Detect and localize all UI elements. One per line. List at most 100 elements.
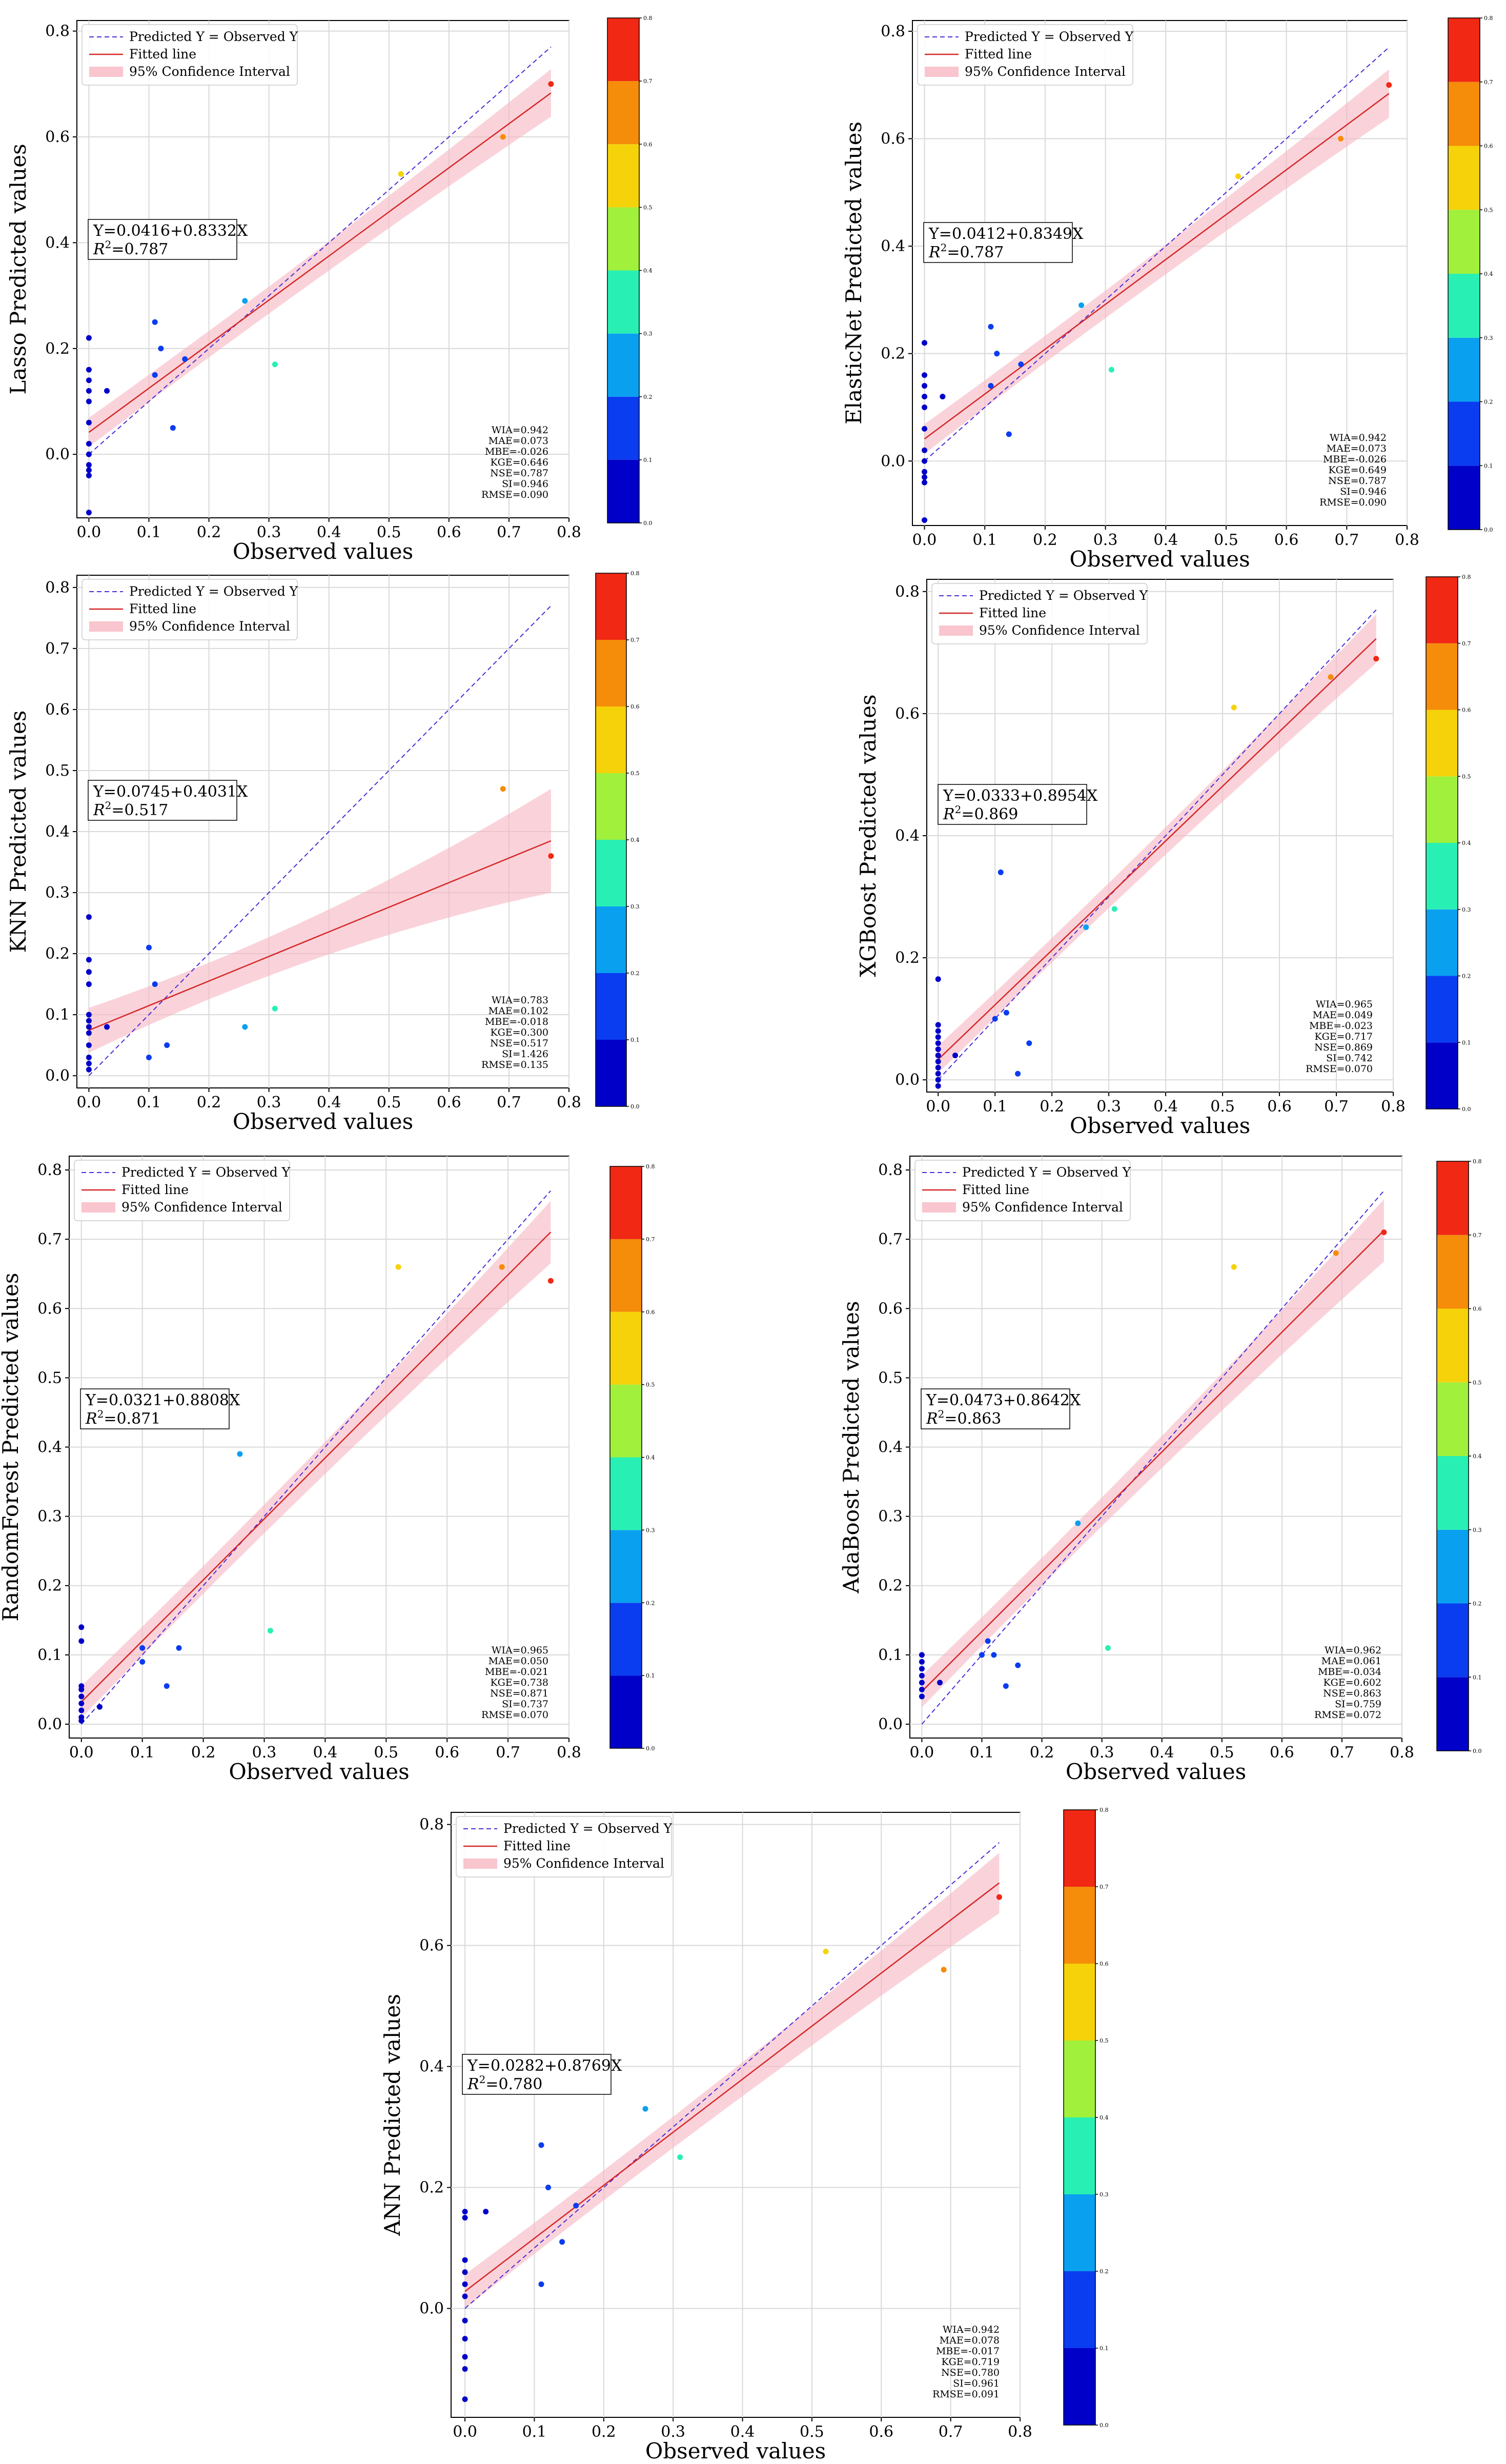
- data-point: [919, 1659, 925, 1665]
- x-tick-label: 0.8: [557, 1744, 581, 1762]
- x-tick-label: 0.0: [453, 2423, 477, 2441]
- legend-ci-label: 95% Confidence Interval: [965, 64, 1126, 79]
- x-tick-label: 0.7: [1330, 1744, 1354, 1762]
- colorbar-segment: [1437, 1603, 1469, 1678]
- data-point: [922, 458, 928, 464]
- colorbar-tick-label: 0.8: [1484, 15, 1493, 22]
- chart-panel-randomforest: 0.0 0.1 0.2 0.3 0.4 0.5 0.6 0.7 0.8 0.0 0.1 0.2 0.3 0…: [0, 1156, 655, 1784]
- legend-ci-label: 95% Confidence Interval: [129, 619, 290, 634]
- data-point: [935, 1022, 941, 1028]
- data-point: [78, 1693, 85, 1700]
- colorbar-segment: [1437, 1382, 1469, 1456]
- metric-text: NSE=0.787: [1328, 475, 1387, 487]
- legend-ci-swatch: [925, 67, 959, 77]
- data-point: [78, 1714, 85, 1720]
- legend-box: [82, 24, 298, 86]
- data-point: [935, 1040, 941, 1046]
- r2-value: =0.863: [944, 1410, 1001, 1428]
- data-point: [922, 447, 928, 453]
- confidence-band: [465, 1852, 1000, 2309]
- data-point: [86, 388, 92, 394]
- legend-box: [456, 1816, 672, 1877]
- data-point: [941, 1967, 947, 1973]
- legend-ci-swatch: [82, 1202, 115, 1213]
- data-point: [242, 1024, 248, 1030]
- metric-text: MAE=0.049: [1313, 1009, 1373, 1021]
- data-point: [86, 467, 92, 473]
- r2-symbol: R: [85, 1410, 97, 1428]
- colorbar-tick-label: 0.1: [646, 1672, 655, 1679]
- colorbar-tick-label: 0.3: [1462, 906, 1471, 913]
- legend-ci-label: 95% Confidence Interval: [962, 1200, 1123, 1215]
- x-axis-label: Observed values: [1066, 1759, 1246, 1784]
- colorbar-segment: [1426, 643, 1458, 710]
- metric-text: WIA=0.942: [943, 2324, 1000, 2335]
- legend-ci-label: 95% Confidence Interval: [121, 1200, 282, 1215]
- metric-text: SI=0.759: [1335, 1699, 1381, 1710]
- legend-box: [914, 1160, 1131, 1221]
- data-point: [78, 1707, 85, 1713]
- colorbar-segment: [607, 333, 639, 397]
- y-tick-label: 0.5: [37, 1369, 62, 1387]
- legend-fit-label: Fitted line: [962, 1182, 1029, 1197]
- y-tick-label: 0.0: [45, 446, 70, 463]
- data-point: [164, 1683, 170, 1689]
- data-point: [242, 298, 248, 304]
- data-point: [152, 319, 158, 325]
- colorbar-tick-label: 0.0: [630, 1103, 640, 1110]
- metric-text: WIA=0.783: [492, 995, 548, 1006]
- data-point: [86, 377, 92, 383]
- metric-text: KGE=0.649: [1328, 464, 1387, 476]
- data-point: [991, 1652, 997, 1658]
- colorbar-segment: [596, 640, 626, 706]
- metric-text: NSE=0.863: [1323, 1688, 1381, 1699]
- colorbar-segment: [596, 1040, 626, 1106]
- metric-text: MAE=0.050: [489, 1655, 548, 1667]
- data-point: [500, 786, 506, 792]
- chart-panel-knn: 0.0 0.1 0.2 0.3 0.4 0.5 0.6 0.7 0.8 0.0 0.1 0.2 0.3 0…: [6, 570, 640, 1134]
- y-axis-label: XGBoost Predicted values: [856, 694, 881, 977]
- y-tick-label: 0.7: [45, 640, 70, 658]
- equation-text: Y=0.0321+0.8808X: [85, 1391, 240, 1409]
- data-point: [146, 1054, 152, 1060]
- x-tick-label: 0.5: [377, 523, 401, 541]
- colorbar-segment: [1064, 1887, 1095, 1964]
- metric-text: WIA=0.942: [492, 425, 548, 436]
- r2-superscript: 2: [479, 2073, 486, 2086]
- data-point: [86, 451, 92, 457]
- data-point: [462, 2269, 468, 2275]
- data-point: [1333, 1250, 1339, 1256]
- colorbar-tick-label: 0.6: [646, 1309, 655, 1316]
- colorbar-tick-label: 0.6: [1100, 1961, 1109, 1967]
- data-point: [499, 1264, 505, 1270]
- r2-text: R2=0.871: [85, 1408, 160, 1428]
- x-tick-label: 0.8: [1381, 1098, 1406, 1116]
- r2-value: =0.787: [947, 244, 1004, 261]
- colorbar-tick-label: 0.3: [630, 903, 640, 910]
- r2-text: R2=0.517: [93, 799, 168, 819]
- data-point: [1105, 1645, 1111, 1651]
- data-point: [996, 1894, 1002, 1900]
- x-tick-label: 0.5: [800, 2423, 824, 2441]
- x-tick-label: 0.7: [939, 2423, 963, 2441]
- equation-box: [80, 1388, 230, 1429]
- fitted-line: [924, 93, 1390, 440]
- legend-ci-swatch: [463, 1859, 497, 1869]
- colorbar-segment: [1064, 2271, 1095, 2348]
- x-tick-label: 0.3: [252, 1744, 277, 1762]
- legend-fit-label: Fitted line: [503, 1839, 571, 1853]
- legend-identity-label: Predicted Y = Observed Y: [962, 1165, 1131, 1180]
- colorbar-segment: [607, 270, 639, 334]
- data-point: [935, 1053, 941, 1059]
- data-point: [462, 2257, 468, 2263]
- identity-line: [924, 47, 1390, 462]
- colorbar-tick-label: 0.5: [1100, 2037, 1109, 2044]
- x-tick-label: 0.3: [257, 523, 281, 541]
- colorbar-segment: [1448, 18, 1480, 82]
- colorbar-segment: [1448, 210, 1480, 274]
- x-axis-label: Observed values: [233, 539, 413, 564]
- data-point: [935, 1028, 941, 1034]
- colorbar-segment: [596, 840, 626, 906]
- x-tick-label: 0.4: [730, 2423, 755, 2441]
- y-tick-label: 0.6: [45, 701, 70, 719]
